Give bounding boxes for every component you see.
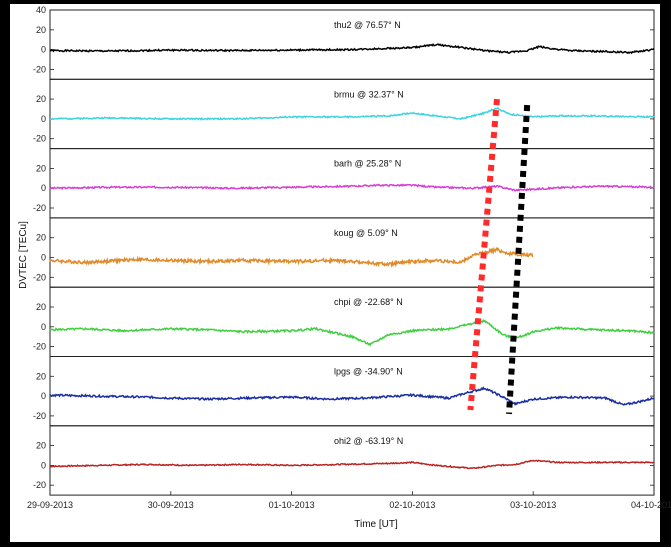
- series-label: lpgs @ -34.90° N: [334, 367, 403, 377]
- y-tick-label: -20: [33, 411, 46, 421]
- y-tick-label: 0: [41, 45, 46, 55]
- y-tick-label: 40: [36, 5, 46, 15]
- x-tick-label: 02-10-2013: [389, 500, 435, 510]
- annotations-group: [467, 98, 531, 415]
- y-tick-label: 0: [41, 460, 46, 470]
- y-tick-label: 20: [36, 94, 46, 104]
- y-tick-label: -20: [33, 342, 46, 352]
- panel: -20 0 20 ohi2 @ -63.19° N: [33, 425, 655, 496]
- x-axis: 29-09-2013 30-09-2013 01-10-2013 02-10-2013…: [27, 491, 671, 510]
- y-tick-label: 20: [36, 163, 46, 173]
- series-label: thu2 @ 76.57° N: [334, 20, 401, 30]
- x-tick-label: 01-10-2013: [269, 500, 315, 510]
- series-line: [49, 106, 655, 121]
- plot-area-background: [10, 4, 660, 542]
- x-tick-label: 03-10-2013: [510, 500, 556, 510]
- series-label: barh @ 25.28° N: [334, 159, 401, 169]
- y-tick-label: -20: [33, 134, 46, 144]
- x-tick-label: 30-09-2013: [148, 500, 194, 510]
- y-tick-label: 0: [41, 183, 46, 193]
- y-tick-label: -20: [33, 203, 46, 213]
- x-tick-label: 29-09-2013: [27, 500, 73, 510]
- y-tick-label: 0: [41, 253, 46, 263]
- series-line: [49, 42, 655, 55]
- series-line: [49, 246, 534, 269]
- y-tick-label: 0: [41, 114, 46, 124]
- y-tick-label: 0: [41, 391, 46, 401]
- dotted-annotation-line: [467, 98, 500, 411]
- series-label: brmu @ 32.37° N: [334, 89, 404, 99]
- y-tick-label: 20: [36, 371, 46, 381]
- y-tick-label: 20: [36, 302, 46, 312]
- panels-group: -20 0 20 40 thu2 @ 76.57° N -20 0 20 brmu @ 32.3…: [33, 5, 655, 496]
- y-tick-label: -20: [33, 480, 46, 490]
- series-line: [49, 318, 655, 347]
- series-line: [49, 386, 655, 407]
- y-tick-label: 20: [36, 233, 46, 243]
- series-label: ohi2 @ -63.19° N: [334, 436, 403, 446]
- series-line: [49, 183, 655, 192]
- x-axis-title: Time [UT]: [354, 519, 398, 530]
- x-tick-label: 04-10-2013: [631, 500, 671, 510]
- y-tick-label: 20: [36, 25, 46, 35]
- series-label: koug @ 5.09° N: [334, 228, 398, 238]
- dotted-annotation-line: [506, 104, 531, 415]
- panel: -20 0 20 barh @ 25.28° N: [33, 148, 655, 219]
- series-line: [49, 459, 655, 470]
- series-label: chpi @ -22.68° N: [334, 297, 403, 307]
- y-tick-label: 0: [41, 322, 46, 332]
- y-tick-label: 20: [36, 441, 46, 451]
- y-axis-title: DVTEC [TECu]: [18, 221, 29, 289]
- panel-frame: [49, 425, 655, 496]
- y-tick-label: -20: [33, 64, 46, 74]
- y-tick-label: -20: [33, 272, 46, 282]
